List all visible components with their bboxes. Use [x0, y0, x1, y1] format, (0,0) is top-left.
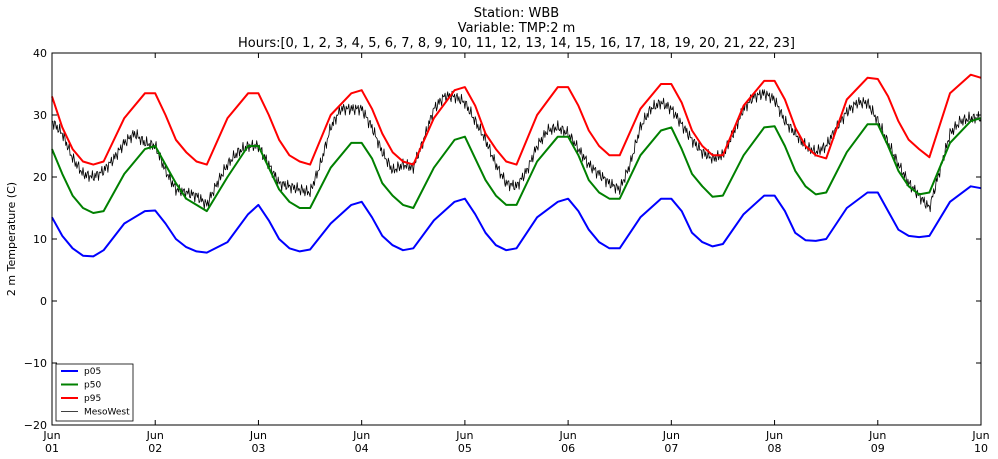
x-tick-label-day: 07	[664, 442, 678, 455]
x-tick-label-day: 02	[148, 442, 162, 455]
x-tick-label-month: Jun	[42, 429, 60, 442]
x-tick-label-month: Jun	[971, 429, 989, 442]
chart-title-line-1: Station: WBB	[473, 6, 560, 21]
x-tick-label-day: 10	[974, 442, 988, 455]
x-tick-label-day: 04	[355, 442, 369, 455]
x-tick-label-month: Jun	[352, 429, 370, 442]
x-tick-label-day: 09	[871, 442, 885, 455]
x-tick-label-month: Jun	[868, 429, 886, 442]
legend: p05 p50 p95 MesoWest	[55, 363, 134, 422]
y-tick-label: 40	[33, 47, 47, 60]
x-tick-label-month: Jun	[455, 429, 473, 442]
x-tick-label-month: Jun	[559, 429, 577, 442]
y-tick-label: −10	[24, 357, 47, 370]
y-axis-label: 2 m Temperature (C)	[5, 182, 18, 296]
x-tick-label-month: Jun	[662, 429, 680, 442]
axis-layer: −20−10010203040Jun01Jun02Jun03Jun04Jun05…	[24, 47, 990, 455]
chart-title-line-2: Variable: TMP:2 m	[457, 21, 576, 36]
x-tick-label-month: Jun	[146, 429, 164, 442]
chart-title-line-3: Hours:[0, 1, 2, 3, 4, 5, 6, 7, 8, 9, 10,…	[238, 36, 795, 51]
x-tick-label-month: Jun	[765, 429, 783, 442]
legend-label-p95: p95	[84, 394, 101, 404]
series-line-p05	[51, 185, 982, 258]
series-line-p95	[51, 73, 982, 166]
y-tick-label: 0	[40, 295, 47, 308]
series-layer	[51, 73, 982, 258]
y-tick-label: 20	[33, 171, 47, 184]
y-tick-label: −20	[24, 419, 47, 432]
x-tick-label-day: 05	[458, 442, 472, 455]
x-tick-label-day: 01	[45, 442, 59, 455]
y-tick-label: 30	[33, 109, 47, 122]
x-tick-label-month: Jun	[249, 429, 267, 442]
legend-label-p05: p05	[84, 367, 101, 377]
legend-label-p50: p50	[84, 381, 101, 391]
legend-label-mesowest: MesoWest	[84, 408, 130, 418]
series-line-mesowest	[51, 89, 982, 213]
x-tick-label-day: 06	[561, 442, 575, 455]
y-tick-label: 10	[33, 233, 47, 246]
series-line-p50	[51, 117, 982, 214]
plot-frame	[51, 52, 982, 426]
x-tick-label-day: 08	[768, 442, 782, 455]
x-tick-label-day: 03	[251, 442, 265, 455]
